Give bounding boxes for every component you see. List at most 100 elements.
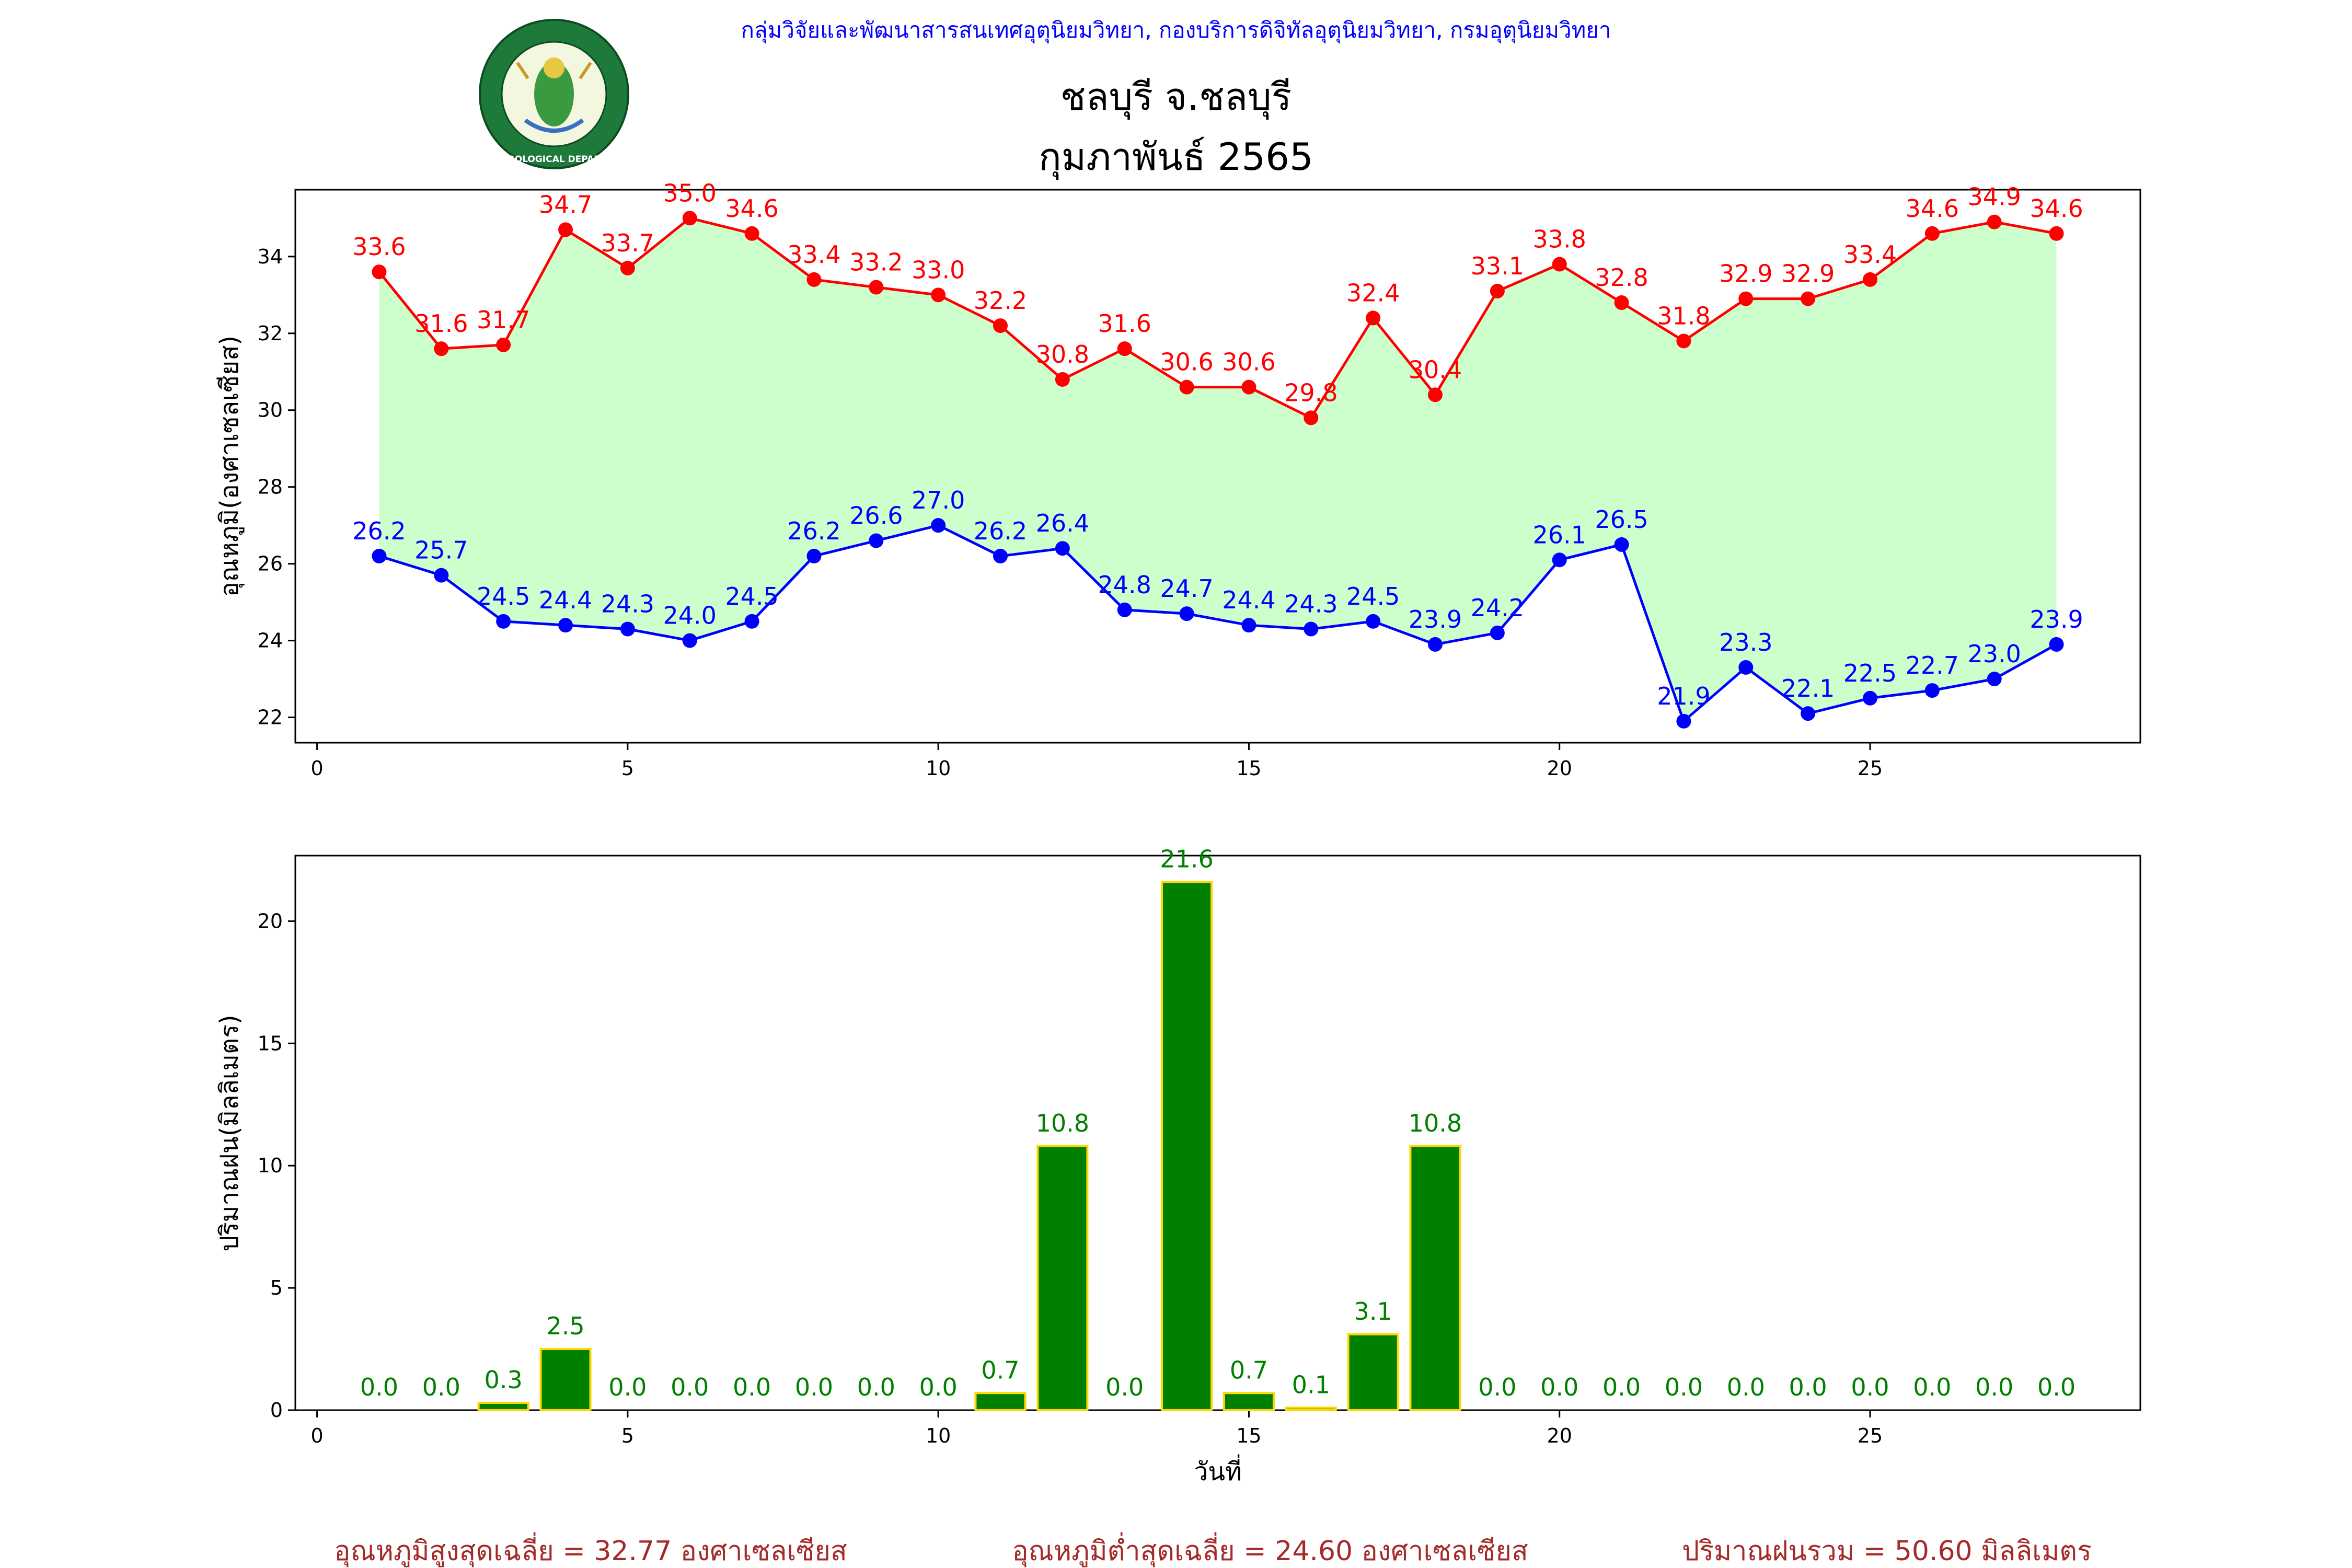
min-temperature-point [1490,625,1505,640]
rainfall-value-label: 0.0 [1727,1373,1765,1401]
max-temperature-point [1987,214,2002,229]
rainfall-value-label: 0.0 [1602,1373,1641,1401]
max-temperature-value-label: 31.8 [1657,302,1710,330]
max-temperature-point [931,287,946,303]
min-temperature-point [869,533,884,548]
min-temperature-point [1117,602,1132,617]
min-temperature-point [1862,690,1877,706]
rainfall-bar [1285,1406,1337,1411]
max-temperature-value-label: 33.4 [787,240,840,269]
min-temperature-value-label: 27.0 [912,486,965,514]
max-temperature-point [1614,295,1629,310]
max-temperature-point [558,222,573,237]
max-temperature-value-label: 32.2 [974,286,1027,315]
max-temperature-value-label: 33.0 [912,256,965,284]
max-temperature-point [1304,410,1319,425]
min-temperature-point [931,518,946,533]
min-temperature-value-label: 23.9 [1409,605,1462,633]
max-temperature-value-label: 34.9 [1967,183,2021,211]
max-temperature-value-label: 32.4 [1346,279,1400,307]
min-temperature-value-label: 22.5 [1843,659,1897,687]
rainfall-value-label: 0.0 [1913,1373,1951,1401]
logo-text: METEOROLOGICAL DEPARTMENT [476,154,632,165]
max-temperature-point [372,264,387,280]
y-tick-label: 22 [258,706,283,729]
max-temperature-point [1924,226,1940,241]
rainfall-bar [1223,1392,1275,1412]
min-temperature-point [1924,683,1940,698]
temperature-plot-frame [294,189,2141,744]
rainfall-value-label: 21.6 [1160,845,1213,873]
y-tick-label: 28 [258,476,283,499]
y-tick-label: 30 [258,399,283,422]
min-temperature-point [1241,618,1256,633]
min-temperature-value-label: 24.5 [1346,582,1400,610]
x-tick-label: 25 [1858,757,1883,780]
summary-total-rain: ปริมาณฝนรวม = 50.60 มิลลิเมตร [1682,1536,2092,1567]
summary-avg-min: อุณหภูมิต่ำสุดเฉลี่ย = 24.60 องศาเซลเซีย… [1012,1532,1528,1567]
min-temperature-value-label: 24.0 [663,602,717,630]
x-tick-label: 10 [926,757,951,780]
temperature-panel: 0 5 10 15 20 25 22 24 26 28 30 32 34 33.6 31.6 31.7 34.7… [215,179,2141,780]
max-temperature-value-label: 31.6 [1098,309,1151,338]
max-temperature-point [1241,379,1256,395]
rainfall-value-label: 0.0 [1105,1373,1144,1401]
rainfall-value-label: 0.0 [1975,1373,2013,1401]
rainfall-value-label: 0.0 [733,1373,771,1401]
min-temperature-point [1738,660,1754,675]
min-temperature-point [1987,672,2002,687]
max-temperature-value-label: 35.0 [663,179,717,207]
y-tick-label: 32 [258,322,283,345]
rainfall-plot-layer: 0 5 10 15 20 25 0 5 10 15 20 0.0 0.0 0.3 2.5 0.0 0.0 0.0 0… [258,845,2076,1447]
max-temperature-point [1055,372,1070,387]
max-temperature-value-label: 34.6 [2030,194,2083,223]
max-temperature-value-label: 33.6 [352,233,406,261]
x-tick-label: 0 [311,1424,324,1447]
rainfall-value-label: 0.0 [2037,1373,2076,1401]
max-temperature-value-label: 33.2 [849,248,903,276]
max-temperature-value-label: 33.7 [601,229,654,257]
x-tick-label: 5 [621,757,634,780]
min-temperature-value-label: 26.4 [1036,509,1089,537]
min-temperature-point [1427,637,1443,652]
max-temperature-point [434,341,449,356]
min-temperature-point [1179,606,1194,621]
max-temperature-value-label: 33.8 [1532,225,1586,253]
max-temperature-point [682,211,697,226]
min-temperature-value-label: 26.2 [974,517,1027,545]
min-temperature-value-label: 23.3 [1719,628,1772,656]
max-temperature-line [378,216,2057,420]
rainfall-value-label: 10.8 [1409,1109,1462,1137]
temperature-plot-layer: 0 5 10 15 20 25 22 24 26 28 30 32 34 33.6 31.6 31.7 34.7… [258,179,2083,780]
y-tick-label: 5 [270,1276,283,1299]
max-temperature-value-label: 31.6 [414,309,468,338]
min-temperature-point [620,621,635,637]
meteorological-department-seal-icon: METEOROLOGICAL DEPARTMENT [476,19,632,169]
rainfall-bar [1347,1333,1399,1412]
x-tick-label: 0 [311,757,324,780]
max-temperature-point [1862,272,1877,287]
max-temperature-value-label: 33.1 [1471,252,1524,280]
temperature-range-fill [379,218,2057,721]
max-temperature-value-label: 29.8 [1284,378,1338,407]
max-temperature-value-label: 32.8 [1595,263,1648,292]
rainfall-value-label: 0.0 [608,1373,647,1401]
y-tick-label: 15 [258,1032,283,1055]
min-temperature-value-label: 23.9 [2030,605,2083,633]
max-temperature-point [1801,291,1816,306]
min-temperature-point [2049,637,2064,652]
max-temperature-value-label: 34.6 [725,194,778,223]
min-temperature-value-label: 26.1 [1532,521,1586,549]
max-temperature-value-label: 30.8 [1036,340,1089,368]
rainfall-bar [477,1401,529,1411]
min-temperature-value-label: 24.2 [1471,594,1524,622]
min-temperature-value-label: 24.5 [725,582,778,610]
y-tick-label: 20 [258,909,283,932]
min-temperature-point [1055,541,1070,556]
min-temperature-point [1552,552,1567,568]
rainfall-value-label: 3.1 [1354,1297,1392,1325]
min-temperature-point [1801,706,1816,721]
rainfall-value-label: 0.1 [1292,1370,1330,1399]
min-temperature-value-label: 25.7 [414,536,468,564]
y-tick-label: 10 [258,1154,283,1177]
